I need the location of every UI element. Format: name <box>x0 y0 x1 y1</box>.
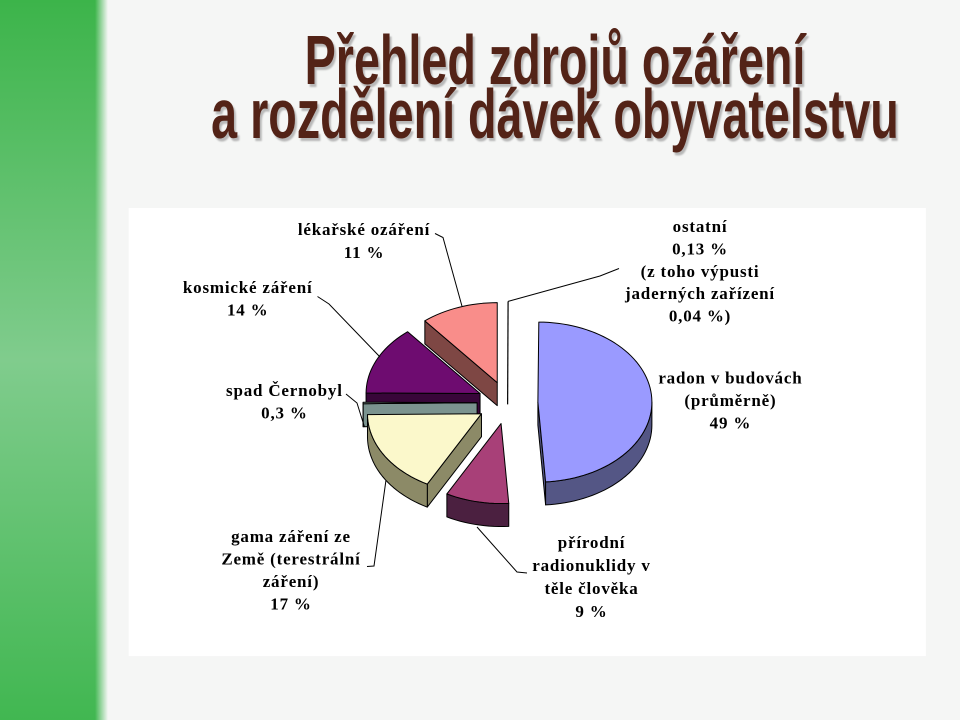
svg-text:(průměrně): (průměrně) <box>684 391 776 410</box>
svg-text:lékařské ozáření: lékařské ozáření <box>298 220 430 239</box>
svg-text:radon v budovách: radon v budovách <box>658 368 802 387</box>
svg-text:gama záření ze: gama záření ze <box>231 527 351 546</box>
svg-text:0,3 %: 0,3 % <box>261 404 308 423</box>
svg-text:záření): záření) <box>263 572 320 591</box>
svg-text:49 %: 49 % <box>710 413 751 432</box>
svg-text:Země (terestrální: Země (terestrální <box>221 550 360 569</box>
svg-text:9 %: 9 % <box>575 602 607 621</box>
svg-text:11 %: 11 % <box>344 243 385 262</box>
svg-text:ostatní: ostatní <box>673 217 728 236</box>
svg-text:kosmické záření: kosmické záření <box>183 278 313 297</box>
svg-text:radionuklidy v: radionuklidy v <box>532 556 650 575</box>
svg-text:0,13 %: 0,13 % <box>672 239 728 258</box>
svg-text:jaderných zařízení: jaderných zařízení <box>624 284 775 303</box>
svg-text:spad Černobyl: spad Černobyl <box>226 381 343 400</box>
svg-text:0,04 %): 0,04 %) <box>669 307 731 326</box>
svg-text:14 %: 14 % <box>227 301 268 320</box>
svg-text:přírodní: přírodní <box>558 533 626 552</box>
svg-text:17 %: 17 % <box>270 595 311 614</box>
svg-text:těle člověka: těle člověka <box>544 579 638 598</box>
svg-text:(z toho výpusti: (z toho výpusti <box>641 262 760 281</box>
